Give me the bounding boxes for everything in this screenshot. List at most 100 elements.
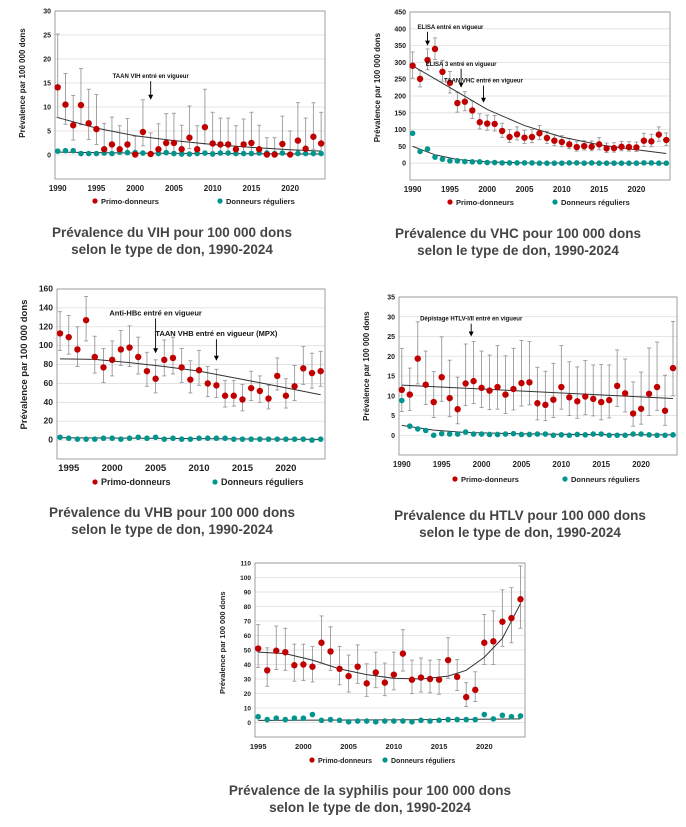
point-primo: [152, 375, 159, 382]
point-primo: [454, 405, 461, 413]
point-primo: [573, 143, 580, 151]
point-regular: [345, 718, 352, 725]
legend-primo-label: Primo-donneurs: [101, 477, 171, 487]
annotation-label: TAAN VHC entré en vigueur: [444, 79, 524, 85]
point-regular: [372, 718, 379, 725]
point-regular: [418, 717, 424, 724]
point-regular: [310, 150, 317, 157]
x-tick-label: 2005: [513, 460, 531, 469]
point-primo: [566, 394, 573, 401]
point-regular: [155, 150, 162, 157]
point-regular: [327, 716, 334, 723]
point-regular: [614, 432, 620, 439]
legend-regular-label: Donneurs réguliers: [391, 758, 455, 765]
plot-frame: [56, 288, 326, 460]
y-tick-label: 50: [398, 144, 406, 151]
point-primo: [169, 354, 177, 362]
point-primo: [77, 101, 85, 109]
x-tick-label: 2010: [204, 184, 222, 193]
legend-regular-label: Donneurs réguliers: [561, 198, 630, 207]
y-tick-label: 80: [244, 604, 252, 611]
point-primo: [240, 141, 247, 148]
point-primo: [294, 137, 302, 144]
point-regular: [559, 160, 565, 166]
point-primo: [655, 131, 663, 138]
x-tick-label: 2015: [232, 463, 254, 474]
chart-title-syphilis: Prévalence de la syphilis pour 100 000 d…: [200, 782, 540, 816]
point-regular: [454, 158, 461, 164]
point-primo: [390, 671, 398, 678]
point-regular: [510, 430, 517, 437]
point-regular: [439, 156, 446, 162]
point-primo: [187, 376, 194, 383]
point-primo: [213, 382, 220, 389]
point-primo: [653, 383, 661, 391]
point-primo: [345, 672, 352, 680]
point-primo: [161, 356, 168, 364]
y-axis-label: Prévalence par 100 000 dons: [362, 311, 371, 421]
title-line: Prévalence du VHC pour 100 000 dons: [394, 226, 642, 241]
point-primo: [550, 396, 557, 403]
point-primo: [484, 120, 491, 127]
point-primo: [317, 140, 325, 147]
point-primo: [65, 333, 72, 341]
point-regular: [239, 436, 246, 442]
point-primo: [543, 134, 551, 142]
point-primo: [291, 662, 298, 669]
trend-line-regular: [258, 718, 521, 721]
trend-line-primo: [57, 117, 322, 152]
title-line: Prévalence du VHB pour 100 000 dons: [48, 505, 296, 520]
point-regular: [178, 436, 185, 442]
y-tick-label: 300: [394, 60, 406, 67]
point-primo: [510, 385, 517, 393]
point-primo: [502, 391, 509, 398]
point-primo: [637, 405, 645, 412]
y-tick-label: 50: [244, 648, 252, 655]
x-tick-label: 2015: [243, 184, 261, 193]
point-regular: [109, 435, 115, 442]
point-primo: [170, 139, 178, 147]
point-regular: [478, 431, 485, 437]
y-tick-label: 0: [47, 153, 51, 160]
point-primo: [162, 139, 170, 147]
x-tick-label: 2005: [165, 184, 183, 193]
point-regular: [213, 435, 220, 442]
point-regular: [196, 435, 202, 442]
point-primo: [310, 133, 317, 140]
point-primo: [461, 98, 469, 105]
point-primo: [282, 392, 290, 399]
point-regular: [486, 431, 493, 438]
chart-title-vhb: Prévalence du VHB pour 100 000 dons selo…: [2, 504, 342, 538]
legend-primo-marker: [92, 479, 98, 485]
point-primo: [603, 145, 610, 152]
point-primo: [431, 45, 439, 53]
chart-title-vhc: Prévalence du VHC pour 100 000 dons selo…: [348, 225, 686, 259]
x-tick-label: 1995: [88, 184, 106, 193]
point-primo: [62, 101, 69, 108]
point-primo: [178, 364, 185, 371]
point-regular: [521, 160, 528, 166]
point-primo: [542, 401, 549, 409]
point-primo: [155, 146, 162, 153]
annotation-label: TAAN VHB entré en vigueur (MPX): [155, 329, 277, 338]
y-tick-label: 350: [394, 43, 406, 50]
point-regular: [424, 146, 431, 152]
point-primo: [308, 369, 316, 377]
plot-frame: [409, 11, 671, 181]
x-tick-label: 1995: [250, 742, 267, 751]
point-primo: [124, 141, 131, 148]
point-regular: [109, 150, 115, 157]
point-regular: [551, 160, 558, 166]
point-primo: [536, 130, 543, 137]
point-primo: [309, 663, 316, 670]
point-regular: [484, 159, 491, 166]
point-regular: [248, 150, 255, 157]
y-tick-label: 10: [43, 105, 51, 112]
point-regular: [670, 432, 676, 438]
point-regular: [432, 154, 438, 160]
point-primo: [100, 364, 107, 371]
point-regular: [436, 717, 442, 724]
point-primo: [645, 390, 653, 397]
x-tick-label: 2020: [632, 460, 650, 469]
point-regular: [381, 718, 388, 724]
